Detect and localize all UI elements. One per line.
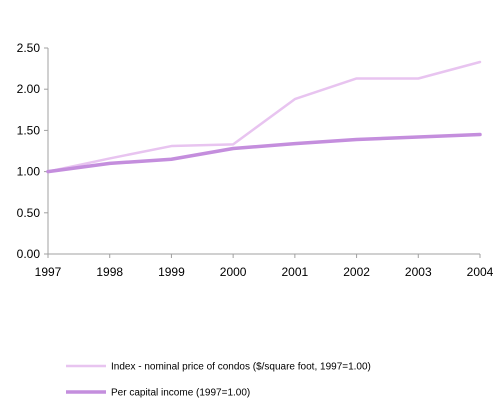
x-tick-label: 2000 [220, 265, 247, 279]
legend-label-2: Per capital income (1997=1.00) [111, 388, 250, 399]
y-tick-label: 0.00 [17, 247, 41, 261]
x-tick-label: 1997 [35, 265, 62, 279]
y-tick-labels: 0.00 0.50 1.00 1.50 2.00 2.50 [17, 41, 41, 261]
chart-axes [44, 47, 481, 258]
x-tick-label: 2001 [282, 265, 309, 279]
y-tick-label: 0.50 [17, 206, 41, 220]
series-lines [46, 60, 482, 174]
x-tick-label: 1998 [96, 265, 123, 279]
x-tick-label: 2003 [405, 265, 432, 279]
x-tick-label: 2004 [467, 265, 494, 279]
y-tick-label: 1.00 [17, 165, 41, 179]
y-tick-label: 2.50 [17, 41, 41, 55]
legend-label-1: Index - nominal price of condos ($/squar… [111, 362, 371, 373]
series-line-1 [46, 60, 482, 173]
y-tick-label: 2.00 [17, 82, 41, 96]
legend: Index - nominal price of condos ($/squar… [66, 362, 371, 399]
x-tick-label: 2002 [343, 265, 370, 279]
x-tick-labels: 1997 1998 1999 2000 2001 2002 2003 2004 [35, 265, 494, 279]
y-tick-label: 1.50 [17, 123, 41, 137]
series-line-2 [46, 132, 482, 174]
x-tick-label: 1999 [158, 265, 185, 279]
